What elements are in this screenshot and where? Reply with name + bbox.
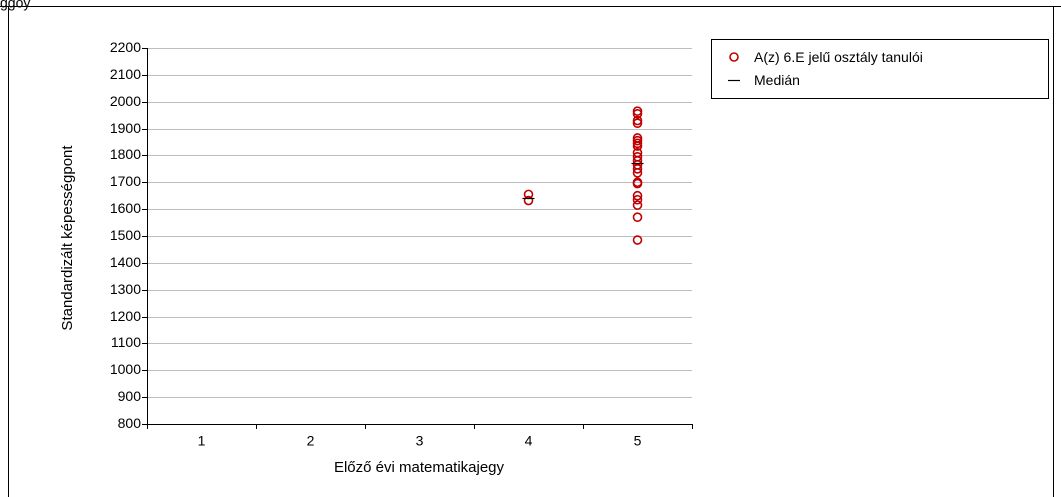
student-point-14 <box>632 164 643 174</box>
x-tick-label-1: 1 <box>198 433 206 449</box>
student-point-4 <box>632 115 643 126</box>
y-tick-label-1100: 1100 <box>111 334 141 350</box>
student-point-15 <box>632 168 643 178</box>
student-point-19 <box>632 194 643 205</box>
header-partial-text: ggőy <box>0 0 30 11</box>
student-point-3 <box>632 109 643 119</box>
student-point-8 <box>632 138 643 149</box>
legend-label-students: A(z) 6.E jelű osztály tanulói <box>754 49 923 65</box>
y-tick-label-1800: 1800 <box>110 146 141 162</box>
student-point-21 <box>632 212 643 222</box>
legend-box <box>711 39 1049 99</box>
y-tick-label-1300: 1300 <box>110 281 141 297</box>
y-tick-label-1000: 1000 <box>110 361 141 377</box>
x-axis-title: Előző évi matematikajegy <box>334 459 505 476</box>
y-tick-labels: 800 900 1000 1100 1200 1300 1400 1500 1600 1700 18… <box>110 39 141 431</box>
grid-lines <box>147 48 692 398</box>
legend-symbols <box>728 52 740 82</box>
y-tick-label-1600: 1600 <box>110 200 141 216</box>
x-tick-label-3: 3 <box>416 433 424 449</box>
student-point-20 <box>632 200 643 210</box>
student-point-18 <box>632 190 643 201</box>
y-tick-label-800: 800 <box>118 415 142 431</box>
legend: A(z) 6.E jelű osztály tanulói Medián <box>711 39 1049 99</box>
student-point-2 <box>632 106 643 116</box>
y-tick-label-2100: 2100 <box>110 66 141 82</box>
student-point-1 <box>523 195 534 206</box>
y-tick-label-1700: 1700 <box>110 173 141 189</box>
y-tick-label-1900: 1900 <box>110 120 141 136</box>
legend-symbol-students <box>729 52 739 62</box>
y-tick-label-1400: 1400 <box>110 254 141 270</box>
y-tick-label-1200: 1200 <box>110 308 141 324</box>
y-axis-title: Standardizált képességpont <box>59 145 76 331</box>
x-tick-label-4: 4 <box>525 433 533 449</box>
data-markers <box>522 106 644 245</box>
student-point-22 <box>632 235 643 245</box>
y-tick-label-2200: 2200 <box>110 39 141 55</box>
student-point-9 <box>632 141 643 151</box>
legend-label-median: Medián <box>754 72 800 88</box>
student-point-5 <box>632 118 643 128</box>
x-tick-label-5: 5 <box>634 433 642 449</box>
y-tick-label-2000: 2000 <box>110 93 141 109</box>
student-point-17 <box>632 178 643 189</box>
axes <box>142 48 693 429</box>
y-tick-label-900: 900 <box>118 388 142 404</box>
x-tick-labels: 1 2 3 4 5 <box>198 433 642 449</box>
x-tick-label-2: 2 <box>307 433 315 449</box>
student-point-7 <box>632 135 643 146</box>
y-tick-label-1500: 1500 <box>110 227 141 243</box>
